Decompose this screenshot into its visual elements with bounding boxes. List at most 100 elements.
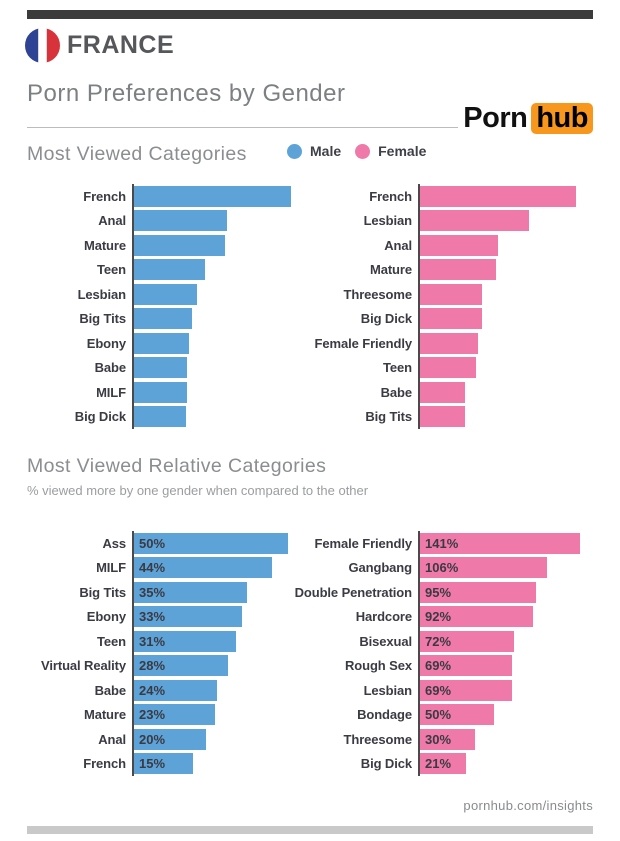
category-label: Big Tits [79, 584, 126, 600]
bar: 33% [134, 606, 242, 628]
bar-row: Bisexual 72% [296, 629, 593, 654]
country-title: FRANCE [67, 31, 175, 59]
value-label: 15% [139, 756, 166, 772]
most-viewed-charts: French Anal Mature Teen Lesbian Big Tits Ebony… [27, 184, 593, 429]
bar-row: Lesbian 69% [296, 678, 593, 703]
bar [134, 357, 188, 379]
value-label: 31% [139, 633, 166, 649]
category-label: Rough Sex [345, 658, 412, 674]
category-label: Lesbian [363, 682, 413, 698]
category-label: Threesome [343, 731, 413, 747]
bar: 95% [420, 581, 537, 603]
male-color-dot [287, 143, 302, 159]
bar-cell: 106% [418, 555, 593, 580]
category-label: Hardcore [355, 609, 412, 625]
gender-legend: Male Female [287, 143, 426, 159]
bar-row: Lesbian [296, 208, 593, 233]
bar: 31% [134, 630, 237, 652]
bar-row: Double Penetration 95% [295, 580, 593, 605]
bar-cell [418, 233, 593, 258]
bar [420, 332, 478, 354]
category-label: Threesome [343, 286, 413, 302]
category-label: Teen [97, 262, 126, 278]
bar-row: Teen [27, 257, 296, 282]
bar-cell: 50% [418, 702, 593, 727]
bar: 24% [134, 679, 218, 701]
bar-row: Virtual Reality 28% [27, 653, 296, 678]
bar: 92% [420, 606, 534, 628]
top-accent-bar [27, 10, 593, 19]
country-header: FRANCE [25, 28, 174, 63]
bar: 23% [134, 704, 215, 726]
value-label: 23% [139, 707, 166, 723]
bar-cell: 31% [132, 629, 296, 654]
category-label: Babe [94, 682, 126, 698]
bar: 28% [134, 655, 229, 677]
bar-cell [132, 184, 296, 209]
bar-cell [418, 184, 593, 209]
relative-charts: Ass 50% MILF 44% Big Tits 35% Ebony 33% Teen 31% V… [27, 531, 593, 776]
bar-cell [132, 233, 296, 258]
bar-row: Big Tits [296, 404, 593, 429]
bar-cell: 72% [418, 629, 593, 654]
bar-cell [418, 355, 593, 380]
value-label: 33% [139, 609, 166, 625]
bar-cell [132, 306, 296, 331]
bar-cell [132, 208, 296, 233]
category-label: Ebony [86, 335, 126, 351]
category-label: Big Tits [79, 311, 126, 327]
category-label: Bisexual [359, 633, 412, 649]
pornhub-logo: Porn hub [463, 102, 593, 135]
bar-cell: 33% [132, 604, 296, 629]
bar-row: Teen [296, 355, 593, 380]
category-label: Female Friendly [314, 335, 413, 351]
bar: 69% [420, 655, 512, 677]
bar: 106% [420, 557, 547, 579]
value-label: 69% [425, 658, 452, 674]
bar [420, 308, 483, 330]
bar-cell: 50% [132, 531, 296, 556]
value-label: 30% [425, 731, 452, 747]
bar: 69% [420, 679, 512, 701]
bar-cell: 20% [132, 727, 296, 752]
bar-cell: 21% [418, 751, 593, 776]
category-label: Big Tits [365, 409, 412, 425]
bar-cell [132, 380, 296, 405]
bar [134, 210, 227, 232]
bar-row: Rough Sex 69% [296, 653, 593, 678]
title-divider [27, 127, 458, 128]
bar-row: Anal [296, 233, 593, 258]
category-label: Female Friendly [314, 535, 413, 551]
france-flag-icon [25, 28, 60, 63]
bar [420, 381, 466, 403]
bar-cell [418, 331, 593, 356]
female-relative-chart: Female Friendly 141% Gangbang 106% Double Pe… [295, 531, 593, 776]
bar-cell [418, 208, 593, 233]
category-label: Teen [97, 633, 126, 649]
bar [134, 381, 188, 403]
logo-text-porn: Porn [463, 102, 528, 134]
category-label: MILF [96, 384, 126, 400]
bar [134, 234, 226, 256]
bar-cell [418, 404, 593, 429]
bar: 50% [134, 532, 288, 554]
bar-row: Mature [296, 257, 593, 282]
bar [134, 332, 189, 354]
male-top-chart: French Anal Mature Teen Lesbian Big Tits Ebony… [27, 184, 296, 429]
value-label: 50% [139, 535, 166, 551]
bar-cell: 69% [418, 678, 593, 703]
bar-cell [418, 282, 593, 307]
bar-row: Anal 20% [27, 727, 296, 752]
bar-cell: 28% [132, 653, 296, 678]
bar-row: Ebony 33% [27, 604, 296, 629]
bar-cell [132, 282, 296, 307]
bar [134, 185, 291, 207]
bar: 50% [420, 704, 494, 726]
bar-row: French 15% [27, 751, 296, 776]
bar-cell [418, 306, 593, 331]
category-label: Mature [83, 707, 126, 723]
bar-row: Female Friendly [296, 331, 593, 356]
value-label: 50% [425, 707, 452, 723]
category-label: Babe [380, 384, 412, 400]
